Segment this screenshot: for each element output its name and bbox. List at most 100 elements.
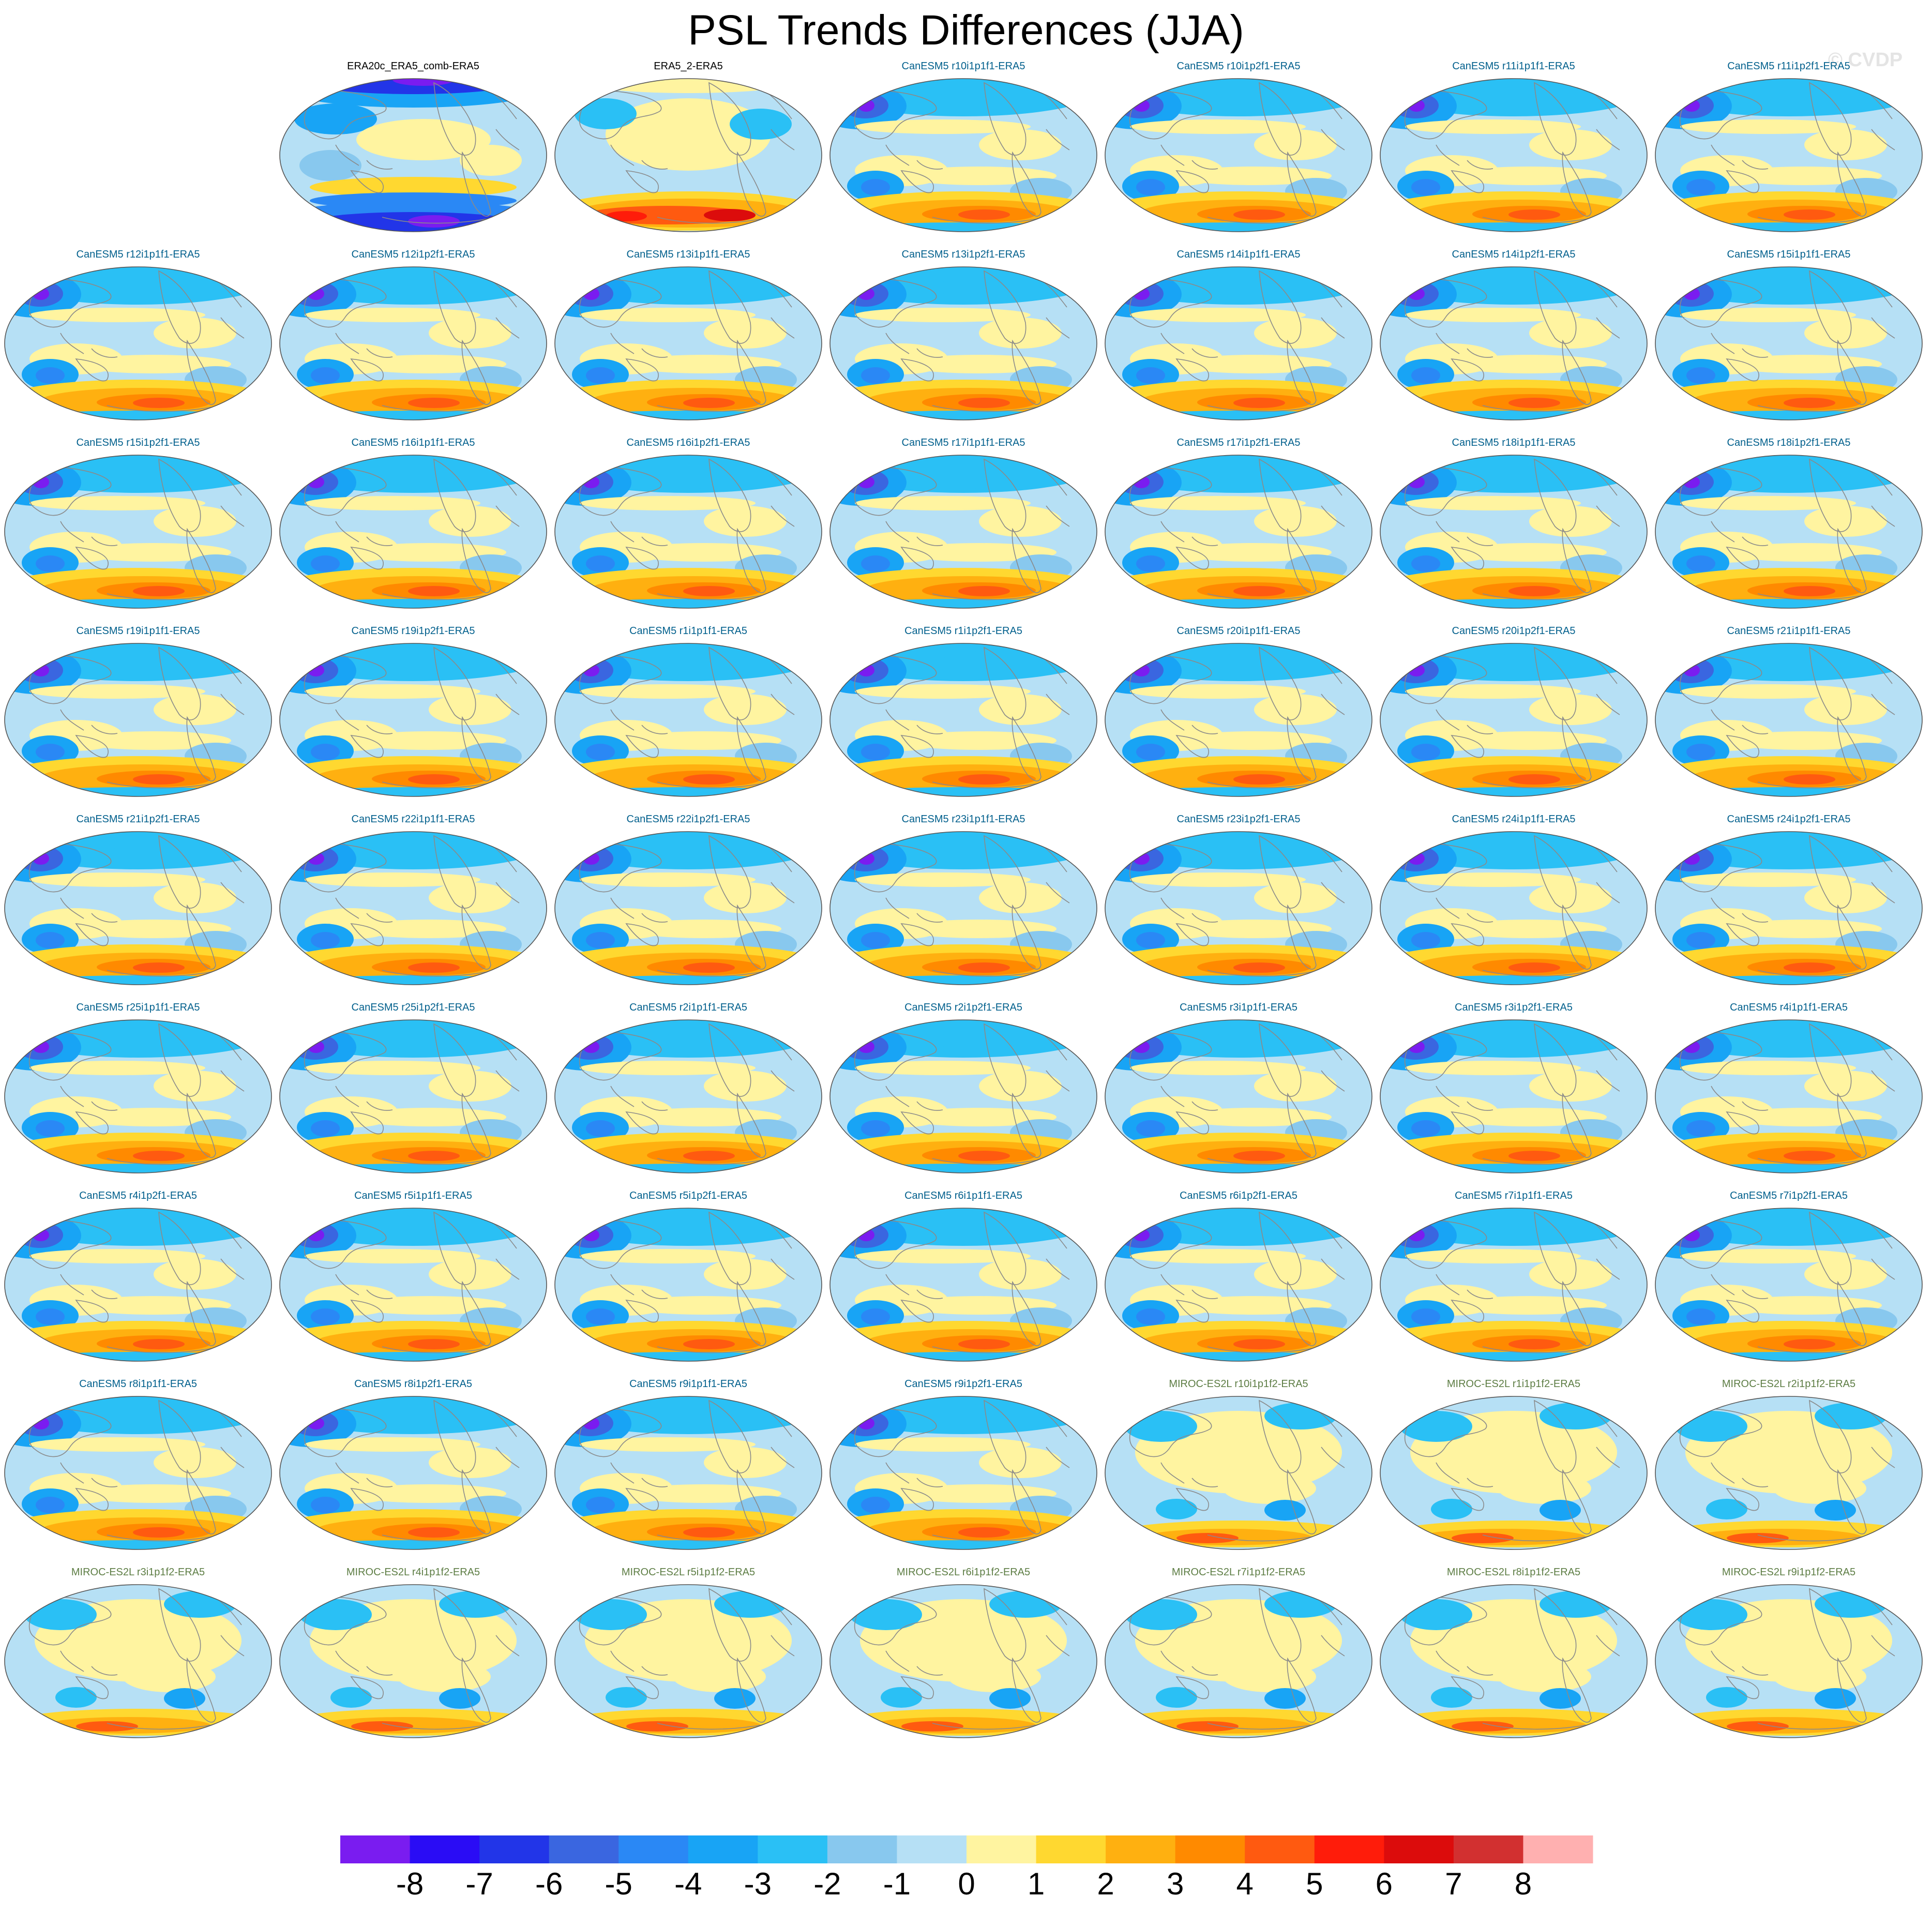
globe-outline xyxy=(1380,78,1648,232)
globe-outline xyxy=(829,78,1097,232)
colorbar-tick-label: 7 xyxy=(1445,1866,1462,1901)
panel-label: CanESM5 r7i1p2f1-ERA5 xyxy=(1730,1190,1848,1201)
globe-outline xyxy=(829,1584,1097,1738)
globe-outline xyxy=(554,1396,822,1550)
panel-label: CanESM5 r4i1p2f1-ERA5 xyxy=(79,1190,197,1201)
psl-trend-field xyxy=(830,643,1097,796)
panel-label: CanESM5 r25i1p1f1-ERA5 xyxy=(76,1002,200,1013)
globe-outline xyxy=(279,78,547,232)
psl-trend-field xyxy=(555,79,822,232)
panel-label: CanESM5 r13i1p1f1-ERA5 xyxy=(626,249,750,260)
globe-outline xyxy=(1380,1019,1648,1173)
panel-label: CanESM5 r25i1p2f1-ERA5 xyxy=(351,1002,475,1013)
globe-outline xyxy=(1655,266,1923,420)
psl-trend-field xyxy=(280,267,547,420)
colorbar-swatch xyxy=(410,1835,480,1863)
colorbar-tick-label: 0 xyxy=(958,1866,975,1901)
map-panel: CanESM5 r25i1p2f1-ERA5 xyxy=(279,1002,547,1173)
panel-label: CanESM5 r13i1p2f1-ERA5 xyxy=(901,249,1025,260)
panel-label: CanESM5 r23i1p1f1-ERA5 xyxy=(901,814,1025,825)
coastline xyxy=(304,458,520,600)
colorbar-tick-label: -5 xyxy=(605,1866,632,1901)
coastline xyxy=(1129,835,1345,977)
globe-outline xyxy=(554,266,822,420)
globe-outline xyxy=(829,266,1097,420)
panel-label: CanESM5 r15i1p2f1-ERA5 xyxy=(76,437,200,448)
map-panel: CanESM5 r1i1p1f1-ERA5 xyxy=(554,625,822,797)
colorbar-tick-label: -1 xyxy=(883,1866,911,1901)
panel-label: MIROC-ES2L r2i1p1f2-ERA5 xyxy=(1722,1378,1855,1390)
colorbar-tick-label: 6 xyxy=(1376,1866,1393,1901)
globe-outline xyxy=(829,1208,1097,1362)
panel-label: CanESM5 r2i1p2f1-ERA5 xyxy=(904,1002,1022,1013)
psl-trend-field xyxy=(280,832,547,985)
psl-trend-field xyxy=(1655,643,1922,796)
map-panel: CanESM5 r22i1p1f1-ERA5 xyxy=(279,814,547,985)
coastline xyxy=(1404,1211,1620,1353)
map-panel: CanESM5 r2i1p1f1-ERA5 xyxy=(554,1002,822,1173)
watermark: © CVDP xyxy=(1828,49,1903,71)
psl-trend-field xyxy=(1380,79,1647,232)
coastline xyxy=(579,835,795,977)
globe-outline xyxy=(1105,1019,1372,1173)
panel-label: CanESM5 r5i1p1f1-ERA5 xyxy=(354,1190,472,1201)
map-panel: CanESM5 r5i1p2f1-ERA5 xyxy=(554,1190,822,1362)
coastline xyxy=(1129,1588,1345,1730)
coastline xyxy=(1404,646,1620,789)
map-panel: CanESM5 r1i1p2f1-ERA5 xyxy=(829,625,1097,797)
panel-label: CanESM5 r15i1p1f1-ERA5 xyxy=(1727,249,1850,260)
colorbar-tick-label: 4 xyxy=(1236,1866,1254,1901)
colorbar-tick-label: -2 xyxy=(813,1866,841,1901)
coastline xyxy=(1129,82,1345,224)
panel-label: CanESM5 r4i1p1f1-ERA5 xyxy=(1730,1002,1848,1013)
globe-outline xyxy=(1655,1396,1923,1550)
globe-outline xyxy=(1105,643,1372,797)
panel-label: CanESM5 r18i1p1f1-ERA5 xyxy=(1452,437,1575,448)
globe-outline xyxy=(1380,1396,1648,1550)
colorbar-tick-label: -7 xyxy=(465,1866,493,1901)
globe-outline xyxy=(4,266,272,420)
panel-label: MIROC-ES2L r5i1p1f2-ERA5 xyxy=(622,1567,755,1578)
globe-outline xyxy=(4,1396,272,1550)
globe-outline xyxy=(4,1584,272,1738)
panel-label: MIROC-ES2L r9i1p1f2-ERA5 xyxy=(1722,1567,1855,1578)
map-panel: CanESM5 r7i1p2f1-ERA5 xyxy=(1655,1190,1923,1362)
map-panel: CanESM5 r21i1p1f1-ERA5 xyxy=(1655,625,1923,797)
globe-outline xyxy=(1655,831,1923,985)
panel-label: CanESM5 r21i1p1f1-ERA5 xyxy=(1727,625,1850,637)
globe-outline xyxy=(829,1396,1097,1550)
panel-label: MIROC-ES2L r8i1p1f2-ERA5 xyxy=(1447,1567,1580,1578)
psl-trend-field xyxy=(1105,79,1372,232)
globe-outline xyxy=(1105,1208,1372,1362)
map-panel: CanESM5 r4i1p1f1-ERA5 xyxy=(1655,1002,1923,1173)
colorbar-swatch xyxy=(1036,1835,1106,1863)
coastline xyxy=(1129,1023,1345,1165)
colorbar-tick-label: 2 xyxy=(1097,1866,1114,1901)
colorbar-tick-label: -3 xyxy=(744,1866,772,1901)
map-panel: CanESM5 r19i1p1f1-ERA5 xyxy=(4,625,272,797)
panel-label: CanESM5 r7i1p1f1-ERA5 xyxy=(1455,1190,1573,1201)
globe-outline xyxy=(279,1019,547,1173)
coastline xyxy=(304,646,520,789)
colorbar-swatch xyxy=(479,1835,550,1863)
psl-trend-field xyxy=(1105,832,1372,985)
coastline xyxy=(304,1211,520,1353)
psl-trend-field xyxy=(1105,1020,1372,1173)
panel-label: CanESM5 r23i1p2f1-ERA5 xyxy=(1176,814,1300,825)
coastline xyxy=(1679,270,1895,412)
globe-outline xyxy=(829,643,1097,797)
globe-outline xyxy=(829,1019,1097,1173)
coastline xyxy=(1679,646,1895,789)
panel-label: CanESM5 r22i1p1f1-ERA5 xyxy=(351,814,475,825)
panel-label: CanESM5 r24i1p2f1-ERA5 xyxy=(1727,814,1850,825)
coastline xyxy=(854,1023,1070,1165)
panel-label: CanESM5 r9i1p2f1-ERA5 xyxy=(904,1378,1022,1390)
coastline xyxy=(28,1399,245,1542)
coastline xyxy=(579,1023,795,1165)
coastline xyxy=(854,82,1070,224)
panel-label: CanESM5 r17i1p2f1-ERA5 xyxy=(1176,437,1300,448)
globe-outline xyxy=(1655,78,1923,232)
globe-outline xyxy=(279,643,547,797)
panel-label: CanESM5 r21i1p2f1-ERA5 xyxy=(76,814,200,825)
globe-outline xyxy=(554,1208,822,1362)
